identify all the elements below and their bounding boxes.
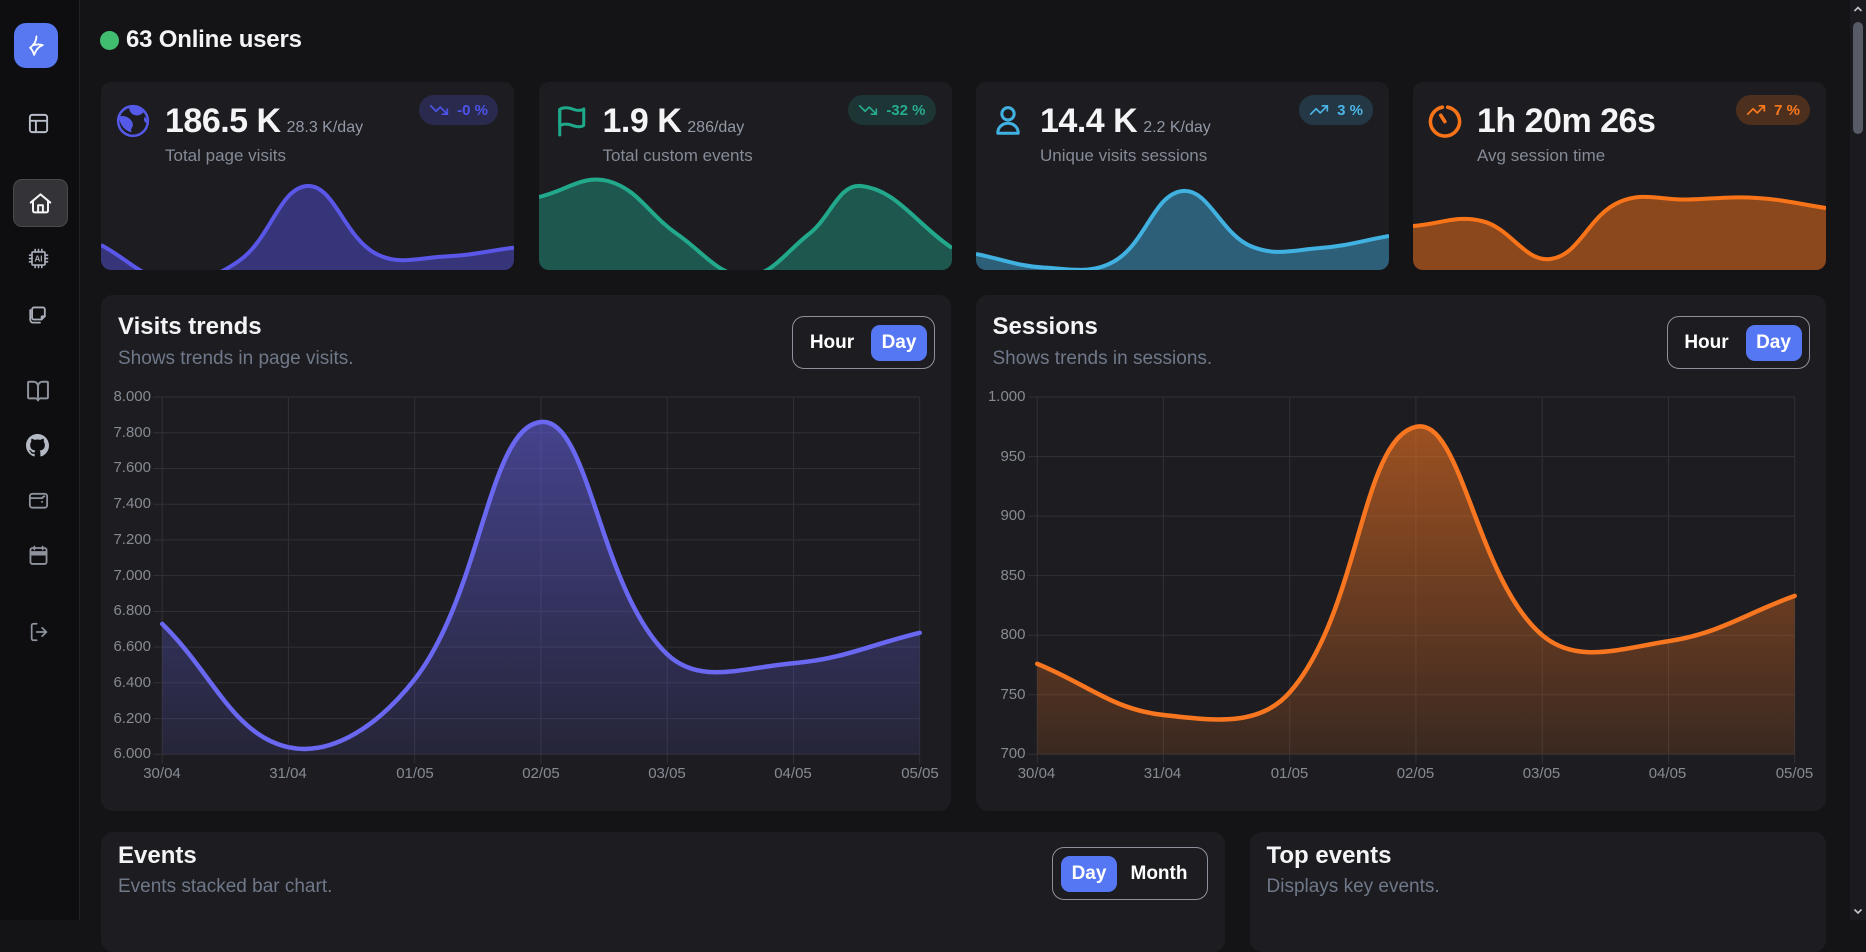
- svg-text:AI: AI: [34, 254, 42, 263]
